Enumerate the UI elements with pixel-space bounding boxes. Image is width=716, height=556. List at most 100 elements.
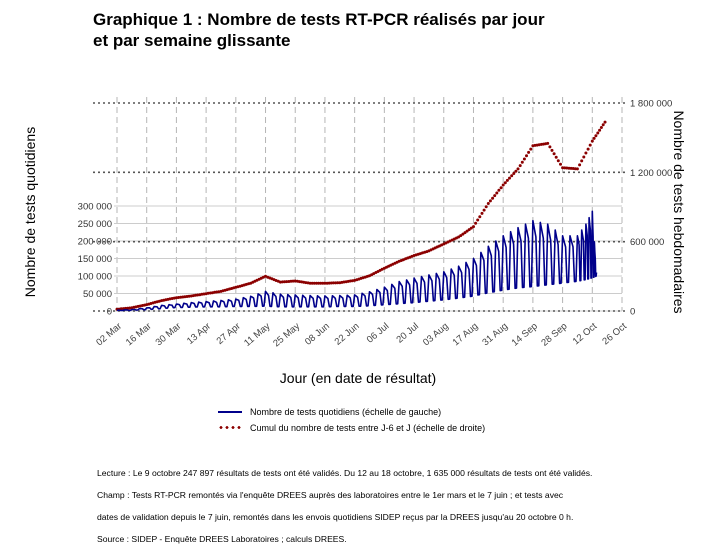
- weekly-point: [512, 172, 516, 175]
- weekly-point: [516, 167, 520, 171]
- weekly-point: [317, 281, 321, 285]
- weekly-point: [469, 226, 473, 230]
- weekly-point: [599, 126, 603, 129]
- weekly-point: [588, 143, 592, 147]
- weekly-point: [321, 281, 325, 285]
- y-left-tick-label: 200 000: [78, 237, 112, 248]
- weekly-point: [514, 169, 518, 173]
- weekly-point: [501, 183, 505, 187]
- weekly-point: [177, 296, 180, 299]
- x-tick-label: 02 Mar: [94, 321, 124, 348]
- series-daily-tests: [117, 210, 598, 312]
- x-tick-label: 12 Oct: [571, 321, 600, 348]
- weekly-point: [480, 211, 484, 215]
- x-tick-label: 14 Sep: [510, 321, 540, 349]
- weekly-point: [559, 162, 562, 166]
- legend-key-dotted-line: [218, 423, 242, 433]
- weekly-point: [527, 150, 531, 154]
- y-left-tick-label: 100 000: [78, 272, 112, 283]
- x-tick-label: 30 Mar: [154, 321, 184, 348]
- weekly-point: [548, 145, 552, 149]
- weekly-point: [461, 232, 465, 236]
- y-right-tick-label: 1 200 000: [630, 168, 672, 179]
- weekly-point: [594, 134, 598, 138]
- y-left-tick-label: 250 000: [78, 219, 112, 230]
- weekly-point: [187, 294, 191, 298]
- weekly-point: [603, 120, 607, 124]
- note-source: Source : SIDEP - Enquête DREES Laboratoi…: [97, 534, 347, 544]
- weekly-point: [488, 199, 492, 203]
- x-tick-label: 08 Jun: [303, 321, 332, 348]
- legend: Nombre de tests quotidiens (échelle de g…: [218, 404, 485, 436]
- legend-label-weekly: Cumul du nombre de tests entre J-6 et J …: [250, 423, 486, 433]
- weekly-point: [575, 167, 579, 171]
- x-tick-label: 31 Aug: [480, 321, 510, 348]
- chart-title: Graphique 1 : Nombre de tests RT-PCR réa…: [93, 9, 545, 51]
- x-tick-label: 17 Aug: [451, 321, 481, 348]
- weekly-point: [463, 231, 467, 235]
- weekly-point: [584, 151, 588, 155]
- x-tick-label: 13 Apr: [185, 321, 213, 347]
- weekly-point: [491, 196, 495, 200]
- legend-key-solid-line: [218, 407, 242, 417]
- note-champ-1: Champ : Tests RT-PCR remontés via l'enqu…: [97, 490, 564, 500]
- weekly-point: [518, 164, 522, 168]
- series-weekly-cumulative: [115, 120, 607, 311]
- legend-label-daily: Nombre de tests quotidiens (échelle de g…: [250, 407, 442, 417]
- weekly-point: [119, 307, 123, 311]
- weekly-point: [598, 128, 602, 132]
- y-right-tick-labels: 0 600 000 1 200 000 1 800 000: [630, 99, 672, 318]
- weekly-point: [459, 234, 463, 238]
- chart-title-line-1: Graphique 1 : Nombre de tests RT-PCR réa…: [93, 10, 545, 29]
- x-tick-label: 22 Jun: [333, 321, 362, 348]
- weekly-point: [497, 188, 501, 192]
- legend-item-weekly: Cumul du nombre de tests entre J-6 et J …: [218, 420, 485, 436]
- weekly-point: [319, 281, 323, 285]
- y-left-tick-labels: 0 50 000 100 000 150 000 200 000 250 000 300 0…: [78, 202, 112, 318]
- weekly-point: [590, 139, 594, 143]
- weekly-point: [465, 229, 469, 233]
- y-right-tick-label: 600 000: [630, 237, 664, 248]
- weekly-point: [580, 159, 584, 163]
- weekly-point: [304, 281, 308, 285]
- weekly-point: [486, 202, 490, 205]
- weekly-point: [505, 178, 509, 182]
- weekly-point: [565, 166, 569, 170]
- legend-item-daily: Nombre de tests quotidiens (échelle de g…: [218, 404, 485, 420]
- weekly-point: [552, 152, 556, 156]
- x-tick-label: 27 Apr: [215, 321, 243, 347]
- x-tick-label: 20 Jul: [394, 321, 420, 346]
- weekly-point: [482, 208, 486, 212]
- x-tick-label: 06 Jul: [365, 321, 391, 346]
- weekly-point: [525, 154, 528, 158]
- weekly-point: [556, 159, 560, 163]
- x-tick-label: 11 May: [242, 321, 273, 349]
- chart-notes: Lecture : Le 9 octobre 247 897 résultats…: [97, 457, 592, 556]
- weekly-point: [508, 176, 511, 180]
- weekly-point: [503, 181, 507, 185]
- weekly-point: [546, 141, 550, 145]
- weekly-point: [310, 281, 314, 285]
- weekly-point: [331, 281, 335, 285]
- weekly-point: [467, 228, 471, 232]
- weekly-point: [472, 225, 475, 229]
- weekly-point: [217, 290, 221, 294]
- weekly-point: [529, 147, 533, 151]
- weekly-point: [474, 221, 478, 225]
- daily-tests-line: [117, 210, 598, 312]
- x-tick-label: 25 May: [271, 321, 302, 350]
- weekly-point: [601, 123, 605, 127]
- note-champ-2: dates de validation depuis le 7 juin, re…: [97, 512, 574, 522]
- chart-title-line-2: et par semaine glissante: [93, 31, 291, 50]
- y-left-tick-label: 50 000: [83, 289, 112, 300]
- weekly-point: [510, 174, 514, 178]
- note-lecture: Lecture : Le 9 octobre 247 897 résultats…: [97, 468, 593, 478]
- weekly-point: [478, 215, 482, 219]
- y-left-tick-label: 300 000: [78, 202, 112, 213]
- weekly-point: [206, 291, 210, 295]
- x-axis-label: Jour (en date de résultat): [279, 370, 437, 386]
- x-tick-label: 16 Mar: [124, 321, 154, 348]
- weekly-point: [596, 131, 600, 135]
